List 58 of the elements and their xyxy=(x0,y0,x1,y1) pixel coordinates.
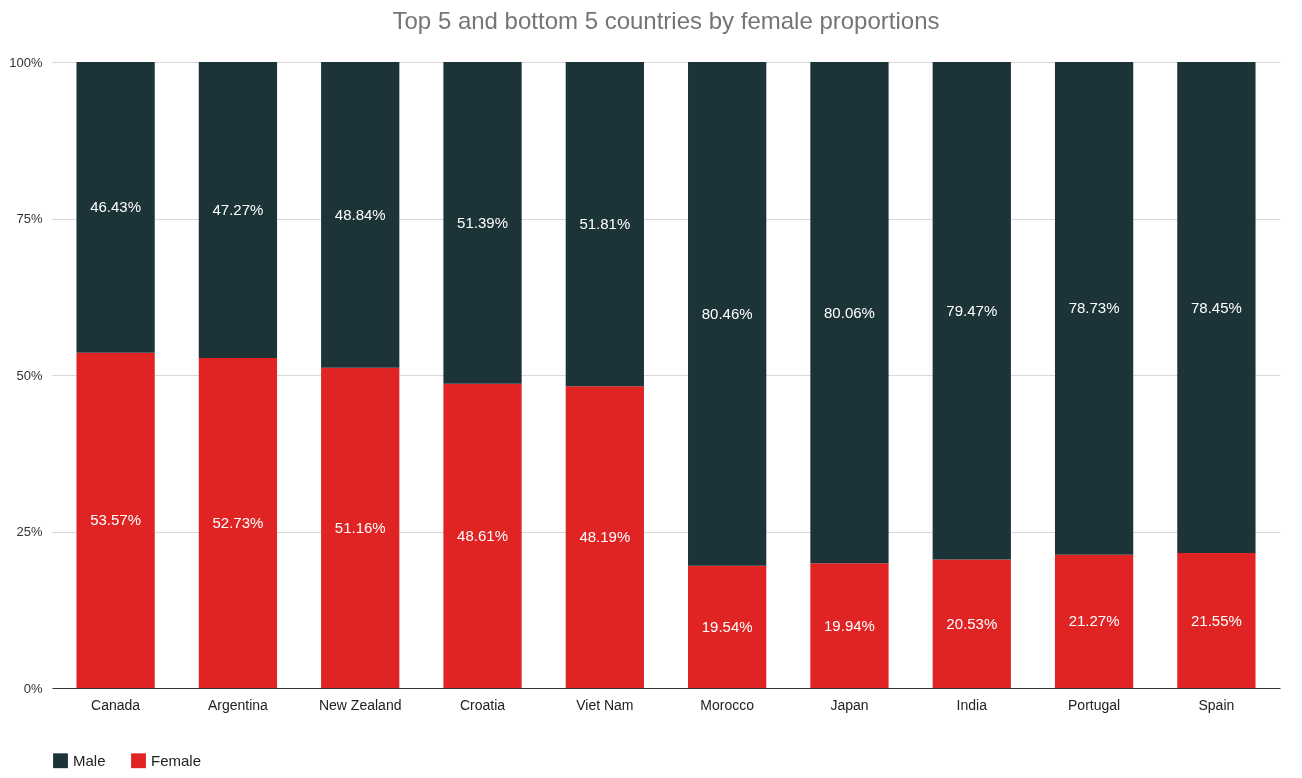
y-tick-label: 25% xyxy=(16,524,43,539)
data-label: 80.46% xyxy=(701,304,753,322)
x-tick-label: New Zealand xyxy=(318,696,402,713)
data-label: 48.61% xyxy=(457,526,508,544)
data-label: 48.84% xyxy=(334,205,386,223)
data-label: 21.27% xyxy=(1068,612,1120,630)
y-tick-label: 50% xyxy=(16,367,43,383)
data-label: 47.27% xyxy=(212,200,264,218)
bar xyxy=(810,62,889,564)
x-tick-label: Japan xyxy=(830,696,869,713)
data-label: 52.73% xyxy=(212,513,264,531)
x-tick-label: Morocco xyxy=(700,696,755,713)
data-label: 19.94% xyxy=(824,616,875,634)
data-label: 48.19% xyxy=(579,528,631,546)
y-tick-label: 0% xyxy=(23,680,43,696)
data-label: 80.06% xyxy=(824,303,875,321)
bar xyxy=(688,62,767,566)
bar xyxy=(1177,62,1256,554)
bar xyxy=(321,367,400,688)
x-tick-label: Argentina xyxy=(207,696,269,713)
legend-label: Female xyxy=(151,751,202,769)
bar xyxy=(76,62,155,353)
chart-title: Top 5 and bottom 5 countries by female proportions xyxy=(392,7,940,34)
bar xyxy=(198,62,278,358)
x-tick-label: Portugal xyxy=(1068,696,1121,713)
x-tick-label: India xyxy=(956,696,988,713)
y-tick-label: 100% xyxy=(9,54,43,70)
y-tick-label: 75% xyxy=(16,211,43,226)
data-label: 51.81% xyxy=(579,215,631,233)
bar xyxy=(198,357,278,688)
data-label: 51.39% xyxy=(457,213,508,231)
x-tick-label: Croatia xyxy=(459,696,506,713)
bar xyxy=(76,352,155,688)
bar xyxy=(321,62,400,368)
data-label: 21.55% xyxy=(1190,611,1242,629)
data-label: 51.16% xyxy=(334,518,386,536)
x-tick-label: Canada xyxy=(91,696,141,713)
bar xyxy=(810,563,889,688)
data-label: 46.43% xyxy=(90,198,142,216)
x-tick-label: Viet Nam xyxy=(576,696,634,713)
bar xyxy=(565,62,644,387)
bar xyxy=(1177,553,1256,688)
legend-label: Male xyxy=(73,751,106,769)
bar xyxy=(443,383,522,688)
bar xyxy=(932,62,1011,560)
bar xyxy=(688,565,767,688)
data-label: 78.45% xyxy=(1190,298,1242,316)
data-label: 53.57% xyxy=(90,511,142,529)
bar xyxy=(932,559,1011,688)
data-label: 20.53% xyxy=(946,614,998,632)
bar xyxy=(1054,554,1134,688)
data-label: 19.54% xyxy=(701,617,753,635)
bar xyxy=(443,62,522,384)
bar xyxy=(565,386,644,688)
data-label: 78.73% xyxy=(1068,299,1120,317)
bar xyxy=(1054,62,1134,555)
data-label: 79.47% xyxy=(946,301,998,319)
x-tick-label: Spain xyxy=(1198,696,1235,713)
